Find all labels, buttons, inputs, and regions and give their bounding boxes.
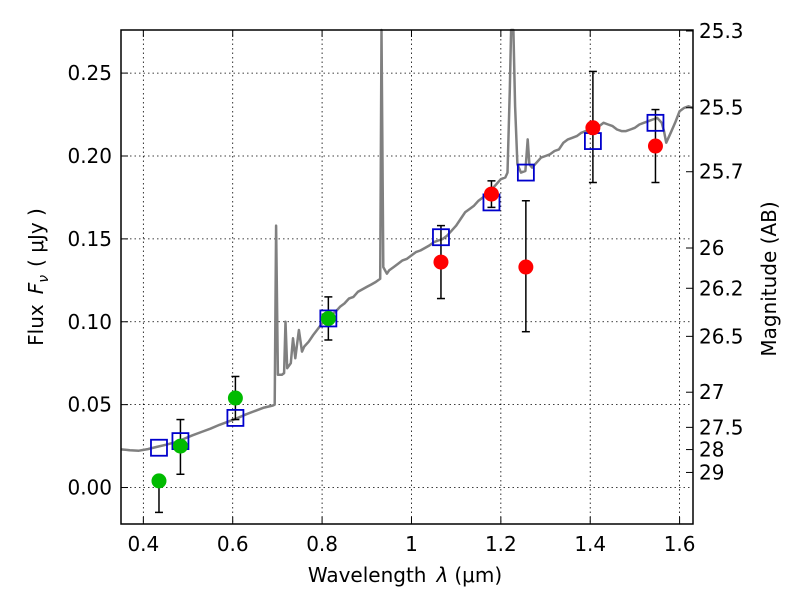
x-axis-label-text: Wavelength — [308, 563, 427, 587]
x-tick-label: 1.2 — [485, 532, 517, 556]
plot-frame — [120, 29, 694, 525]
data-point-red — [585, 120, 601, 136]
y2-axis-label: Magnitude (AB) — [757, 201, 781, 356]
y-axis-label-subscript: ν — [36, 275, 52, 283]
mag-tick-label: 25.7 — [699, 160, 744, 184]
y-axis-label-symbol: F — [24, 282, 48, 294]
mag-tick-label: 26.2 — [699, 276, 744, 300]
data-point-green — [227, 390, 243, 406]
data-point-red — [647, 138, 663, 154]
errorbars — [154, 70, 660, 514]
x-tick-label: 1.4 — [574, 532, 606, 556]
x-axis-label-symbol: λ — [436, 563, 449, 587]
mag-tick-label: 26 — [699, 236, 724, 260]
model-square — [646, 113, 665, 132]
grid — [121, 30, 693, 524]
data-point-green — [320, 310, 336, 326]
observed-points — [151, 120, 663, 489]
y-axis-label-unit: ( μJy ) — [24, 208, 48, 267]
x-tick-label: 0.4 — [127, 532, 159, 556]
spectrum-line — [120, 28, 694, 452]
data-point-red — [518, 259, 534, 275]
mag-tick-label: 26.5 — [699, 324, 744, 348]
data-point-red — [483, 186, 499, 202]
model-square — [226, 409, 245, 427]
model-square — [319, 309, 338, 328]
mag-tick-label: 25.3 — [699, 19, 744, 43]
y-tick-label: 0.00 — [67, 476, 112, 500]
y-tick-label: 0.15 — [67, 227, 112, 251]
x-tick-label: 1.6 — [664, 532, 696, 556]
y-axis-label: Flux Fν ( μJy ) — [24, 208, 52, 346]
y-tick-label: 0.20 — [67, 144, 112, 168]
x-tick-label: 0.6 — [217, 532, 249, 556]
x-axis-label-unit: (μm) — [454, 563, 502, 587]
mag-tick-label: 29 — [699, 460, 724, 484]
data-point-red — [433, 254, 449, 270]
model-square — [150, 438, 168, 457]
data-point-green — [172, 438, 188, 454]
y-tick-label: 0.25 — [67, 61, 112, 85]
mag-tick-label: 27.5 — [699, 415, 744, 439]
model-square — [516, 163, 535, 182]
axis-ticks: 0.4 0.6 0.8 1 1.2 1.4 1.6 0.00 0.05 0.10 0.15 0.20 0… — [67, 19, 743, 556]
mag-tick-label: 27 — [699, 380, 724, 404]
y-tick-label: 0.10 — [67, 310, 112, 334]
y-tick-label: 0.05 — [67, 393, 112, 417]
model-square — [432, 228, 450, 247]
model-squares — [150, 113, 665, 457]
data-point-green — [151, 473, 167, 489]
x-axis-label: Wavelength λ (μm) — [308, 563, 502, 587]
x-tick-label: 1 — [405, 532, 418, 556]
y-axis-label-text: Flux — [24, 304, 48, 346]
spectrum-series — [120, 28, 694, 452]
mag-tick-label: 25.5 — [699, 96, 744, 120]
mag-tick-label: 28 — [699, 438, 724, 462]
x-tick-label: 0.8 — [306, 532, 338, 556]
